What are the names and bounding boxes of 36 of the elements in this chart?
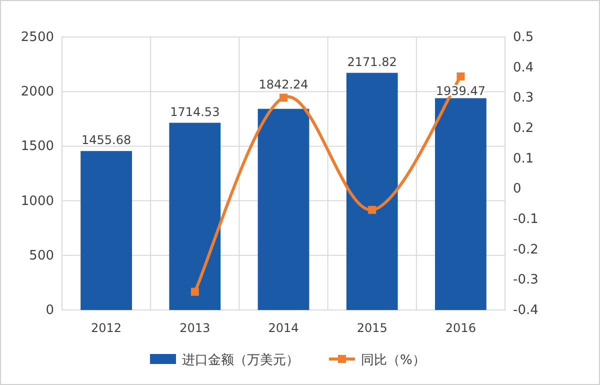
point xyxy=(190,288,199,296)
y2-tick-label: 0.3 xyxy=(513,90,534,106)
x-tick-label: 2013 xyxy=(180,321,210,335)
y2-tick-label: 0.2 xyxy=(513,121,534,136)
x-tick-label: 2014 xyxy=(268,321,299,335)
data-label: 1842.24 xyxy=(258,78,308,92)
bar xyxy=(258,108,310,310)
y2-tick-label: -0.3 xyxy=(513,272,538,288)
y2-tick-label: -0.2 xyxy=(513,242,538,258)
bar xyxy=(435,98,486,310)
point xyxy=(368,206,376,214)
y-tick-label: 1000 xyxy=(20,194,54,209)
x-tick-label: 2015 xyxy=(356,321,388,335)
x-tick-label: 2016 xyxy=(445,321,476,335)
legend-label: 进口金额（万美元） xyxy=(182,352,299,368)
y2-tick-label: -0.1 xyxy=(513,212,538,227)
point xyxy=(456,72,465,80)
data-label: 2171.82 xyxy=(347,54,397,69)
bar xyxy=(346,72,398,310)
bar xyxy=(169,122,221,310)
y-tick-label: 0 xyxy=(46,303,54,318)
legend-label: 同比（%） xyxy=(361,353,426,368)
data-label: 1455.68 xyxy=(81,133,132,148)
point xyxy=(280,94,288,102)
x-tick-label: 2012 xyxy=(91,321,122,335)
y2-tick-label: 0.4 xyxy=(513,60,534,76)
y2-tick-label: 0.1 xyxy=(513,151,534,166)
data-label: 1714.53 xyxy=(170,104,220,119)
bar xyxy=(80,151,132,310)
y-tick-label: 2500 xyxy=(20,30,54,45)
y2-tick-label: -0.4 xyxy=(513,303,538,318)
y-tick-label: 1500 xyxy=(20,139,54,154)
y-tick-label: 2000 xyxy=(20,84,54,100)
y2-tick-label: 0.5 xyxy=(513,30,534,45)
y-tick-label: 500 xyxy=(29,248,54,264)
y2-tick-label: 0 xyxy=(513,182,522,197)
